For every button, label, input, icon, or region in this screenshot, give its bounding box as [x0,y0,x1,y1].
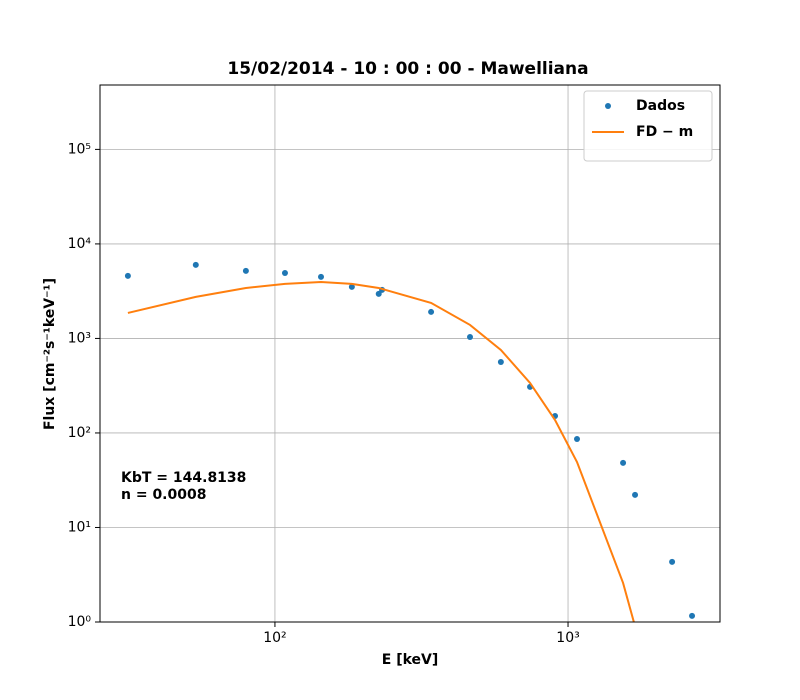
x-tick-label: 10³ [556,630,579,646]
y-tick-label: 10⁰ [68,614,92,630]
annotation: n = 0.0008 [121,487,206,503]
data-point [428,308,435,315]
data-point [281,269,288,276]
plot-area [124,261,696,622]
data-point [632,491,639,498]
grid [100,85,720,623]
y-tick-label: 10² [68,425,91,441]
y-tick-label: 10³ [68,330,91,346]
data-point [124,272,131,279]
chart-title: 15/02/2014 - 10 : 00 : 00 - Mawelliana [227,59,588,79]
axes-frame [99,84,721,623]
x-axis-label: E [keV] [382,652,439,668]
y-tick-label: 10⁵ [68,141,91,157]
data-line [127,280,635,622]
data-point [689,612,696,619]
legend-label: FD − m [636,124,693,140]
x-tick-label: 10² [263,630,286,646]
data-point [192,261,199,268]
data-point [467,333,474,340]
data-point [317,273,324,280]
legend: Dados FD − m [583,90,713,162]
data-point [497,358,504,365]
legend-swatch [605,103,611,109]
y-tick-label: 10¹ [68,519,91,535]
annotation: KbT = 144.8138 [121,470,246,486]
data-point [242,267,249,274]
legend-label: Dados [636,98,685,114]
legend-box [583,90,713,162]
data-point [573,435,580,442]
data-point [669,558,676,565]
data-point [348,283,355,290]
data-point [620,459,627,466]
data-point [375,290,382,297]
y-axis-label: Flux [cm⁻²s⁻¹keV⁻¹] [42,278,58,430]
y-tick-label: 10⁴ [68,236,92,252]
